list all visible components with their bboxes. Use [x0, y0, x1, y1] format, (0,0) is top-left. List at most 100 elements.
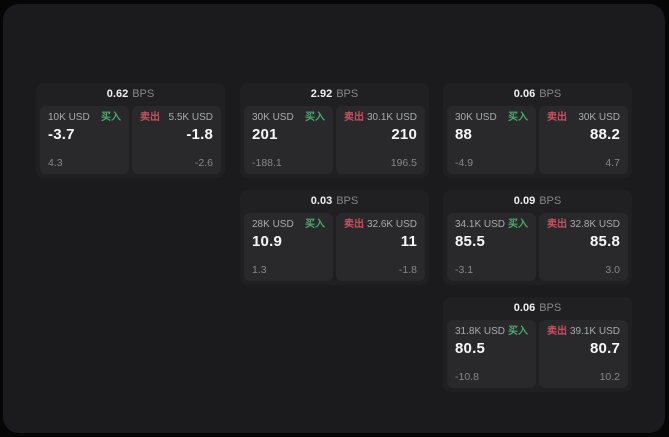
buy-delta: -4.9: [455, 156, 474, 169]
buy-value: 88: [455, 126, 473, 143]
buy-amount: 31.8K USD: [455, 326, 506, 337]
sell-label-row: 卖出 5.5K USD: [140, 113, 213, 123]
buy-value: 201: [252, 126, 278, 143]
sell-amount: 30K USD: [578, 112, 620, 123]
sell-label-row: 卖出 39.1K USD: [547, 327, 620, 337]
buy-delta: 1.3: [252, 263, 267, 276]
buy-amount: 34.1K USD: [455, 219, 506, 230]
quote-card-5: 0.09 BPS 34.1K USD 买入 85.5 -3.1 卖出 32.8K…: [443, 190, 632, 285]
buy-value: 10.9: [252, 233, 282, 250]
buy-side-label: 买入: [508, 112, 528, 123]
buy-panel[interactable]: 30K USD 买入 88 -4.9: [447, 106, 536, 174]
bps-unit-label: BPS: [539, 88, 562, 100]
bps-value: 0.03: [310, 195, 333, 207]
sell-delta: 10.2: [599, 370, 620, 383]
buy-label-row: 30K USD 买入: [252, 113, 325, 123]
card-header: 0.09 BPS: [447, 190, 628, 213]
bps-unit-label: BPS: [336, 195, 359, 207]
buy-delta: -3.1: [455, 263, 474, 276]
buy-delta: -10.8: [455, 370, 479, 383]
sell-delta: 3.0: [605, 263, 620, 276]
sell-panel[interactable]: 卖出 30.1K USD 210 196.5: [336, 106, 425, 174]
sell-side-label: 卖出: [547, 112, 567, 123]
buy-value: 85.5: [455, 233, 485, 250]
sell-panel[interactable]: 卖出 32.8K USD 85.8 3.0: [539, 213, 628, 281]
sell-label-row: 卖出 30.1K USD: [344, 113, 417, 123]
buy-panel[interactable]: 31.8K USD 买入 80.5 -10.8: [447, 320, 536, 388]
sell-panel[interactable]: 卖出 5.5K USD -1.8 -2.6: [132, 106, 221, 174]
bps-value: 0.06: [513, 302, 536, 314]
buy-side-label: 买入: [508, 326, 528, 337]
buy-label-row: 28K USD 买入: [252, 220, 325, 230]
buy-side-label: 买入: [305, 219, 325, 230]
quote-card-3: 0.06 BPS 30K USD 买入 88 -4.9 卖出 30K USD 8…: [443, 83, 632, 178]
sell-delta: -2.6: [194, 156, 213, 169]
sell-side-label: 卖出: [344, 219, 364, 230]
buy-delta: 4.3: [48, 156, 63, 169]
sell-label-row: 卖出 32.6K USD: [344, 220, 417, 230]
quote-card-6: 0.06 BPS 31.8K USD 买入 80.5 -10.8 卖出 39.1…: [443, 297, 632, 392]
sell-value: 80.7: [590, 340, 620, 357]
sell-delta: 196.5: [390, 156, 417, 169]
card-body: 30K USD 买入 201 -188.1 卖出 30.1K USD 210 1…: [244, 106, 425, 174]
card-header: 2.92 BPS: [244, 83, 425, 106]
card-header: 0.06 BPS: [447, 297, 628, 320]
sell-value: 11: [400, 233, 417, 250]
app-window: 0.62 BPS 10K USD 买入 -3.7 4.3 卖出 5.5K USD…: [3, 4, 665, 433]
buy-amount: 28K USD: [252, 219, 294, 230]
sell-amount: 30.1K USD: [366, 112, 417, 123]
sell-label-row: 卖出 32.8K USD: [547, 220, 620, 230]
buy-label-row: 10K USD 买入: [48, 113, 121, 123]
buy-panel[interactable]: 30K USD 买入 201 -188.1: [244, 106, 333, 174]
sell-side-label: 卖出: [547, 326, 567, 337]
sell-panel[interactable]: 卖出 32.6K USD 11 -1.8: [336, 213, 425, 281]
buy-amount: 30K USD: [252, 112, 294, 123]
sell-side-label: 卖出: [547, 219, 567, 230]
bps-value: 0.62: [106, 88, 129, 100]
sell-panel[interactable]: 卖出 30K USD 88.2 4.7: [539, 106, 628, 174]
bps-unit-label: BPS: [539, 302, 562, 314]
buy-panel[interactable]: 10K USD 买入 -3.7 4.3: [40, 106, 129, 174]
card-body: 31.8K USD 买入 80.5 -10.8 卖出 39.1K USD 80.…: [447, 320, 628, 388]
sell-amount: 39.1K USD: [569, 326, 620, 337]
bps-value: 2.92: [310, 88, 333, 100]
buy-amount: 10K USD: [48, 112, 90, 123]
sell-delta: 4.7: [605, 156, 620, 169]
buy-panel[interactable]: 34.1K USD 买入 85.5 -3.1: [447, 213, 536, 281]
buy-panel[interactable]: 28K USD 买入 10.9 1.3: [244, 213, 333, 281]
sell-amount: 5.5K USD: [168, 112, 213, 123]
sell-side-label: 卖出: [344, 112, 364, 123]
sell-value: 88.2: [590, 126, 620, 143]
sell-panel[interactable]: 卖出 39.1K USD 80.7 10.2: [539, 320, 628, 388]
buy-label-row: 31.8K USD 买入: [455, 327, 528, 337]
card-body: 34.1K USD 买入 85.5 -3.1 卖出 32.8K USD 85.8…: [447, 213, 628, 281]
sell-label-row: 卖出 30K USD: [547, 113, 620, 123]
buy-label-row: 34.1K USD 买入: [455, 220, 528, 230]
bps-unit-label: BPS: [539, 195, 562, 207]
card-body: 28K USD 买入 10.9 1.3 卖出 32.6K USD 11 -1.8: [244, 213, 425, 281]
quote-card-1: 0.62 BPS 10K USD 买入 -3.7 4.3 卖出 5.5K USD…: [36, 83, 225, 178]
card-body: 10K USD 买入 -3.7 4.3 卖出 5.5K USD -1.8 -2.…: [40, 106, 221, 174]
bps-value: 0.09: [513, 195, 536, 207]
sell-amount: 32.8K USD: [569, 219, 620, 230]
card-header: 0.06 BPS: [447, 83, 628, 106]
buy-value: -3.7: [48, 126, 75, 143]
sell-side-label: 卖出: [140, 112, 160, 123]
buy-label-row: 30K USD 买入: [455, 113, 528, 123]
buy-amount: 30K USD: [455, 112, 497, 123]
sell-amount: 32.6K USD: [366, 219, 417, 230]
buy-side-label: 买入: [101, 112, 121, 123]
bps-unit-label: BPS: [132, 88, 155, 100]
sell-value: 210: [391, 126, 417, 143]
card-header: 0.03 BPS: [244, 190, 425, 213]
card-header: 0.62 BPS: [40, 83, 221, 106]
quote-card-2: 2.92 BPS 30K USD 买入 201 -188.1 卖出 30.1K …: [240, 83, 429, 178]
buy-delta: -188.1: [252, 156, 282, 169]
buy-value: 80.5: [455, 340, 485, 357]
bps-unit-label: BPS: [336, 88, 359, 100]
bps-value: 0.06: [513, 88, 536, 100]
sell-value: -1.8: [186, 126, 213, 143]
buy-side-label: 买入: [508, 219, 528, 230]
card-body: 30K USD 买入 88 -4.9 卖出 30K USD 88.2 4.7: [447, 106, 628, 174]
sell-value: 85.8: [590, 233, 620, 250]
